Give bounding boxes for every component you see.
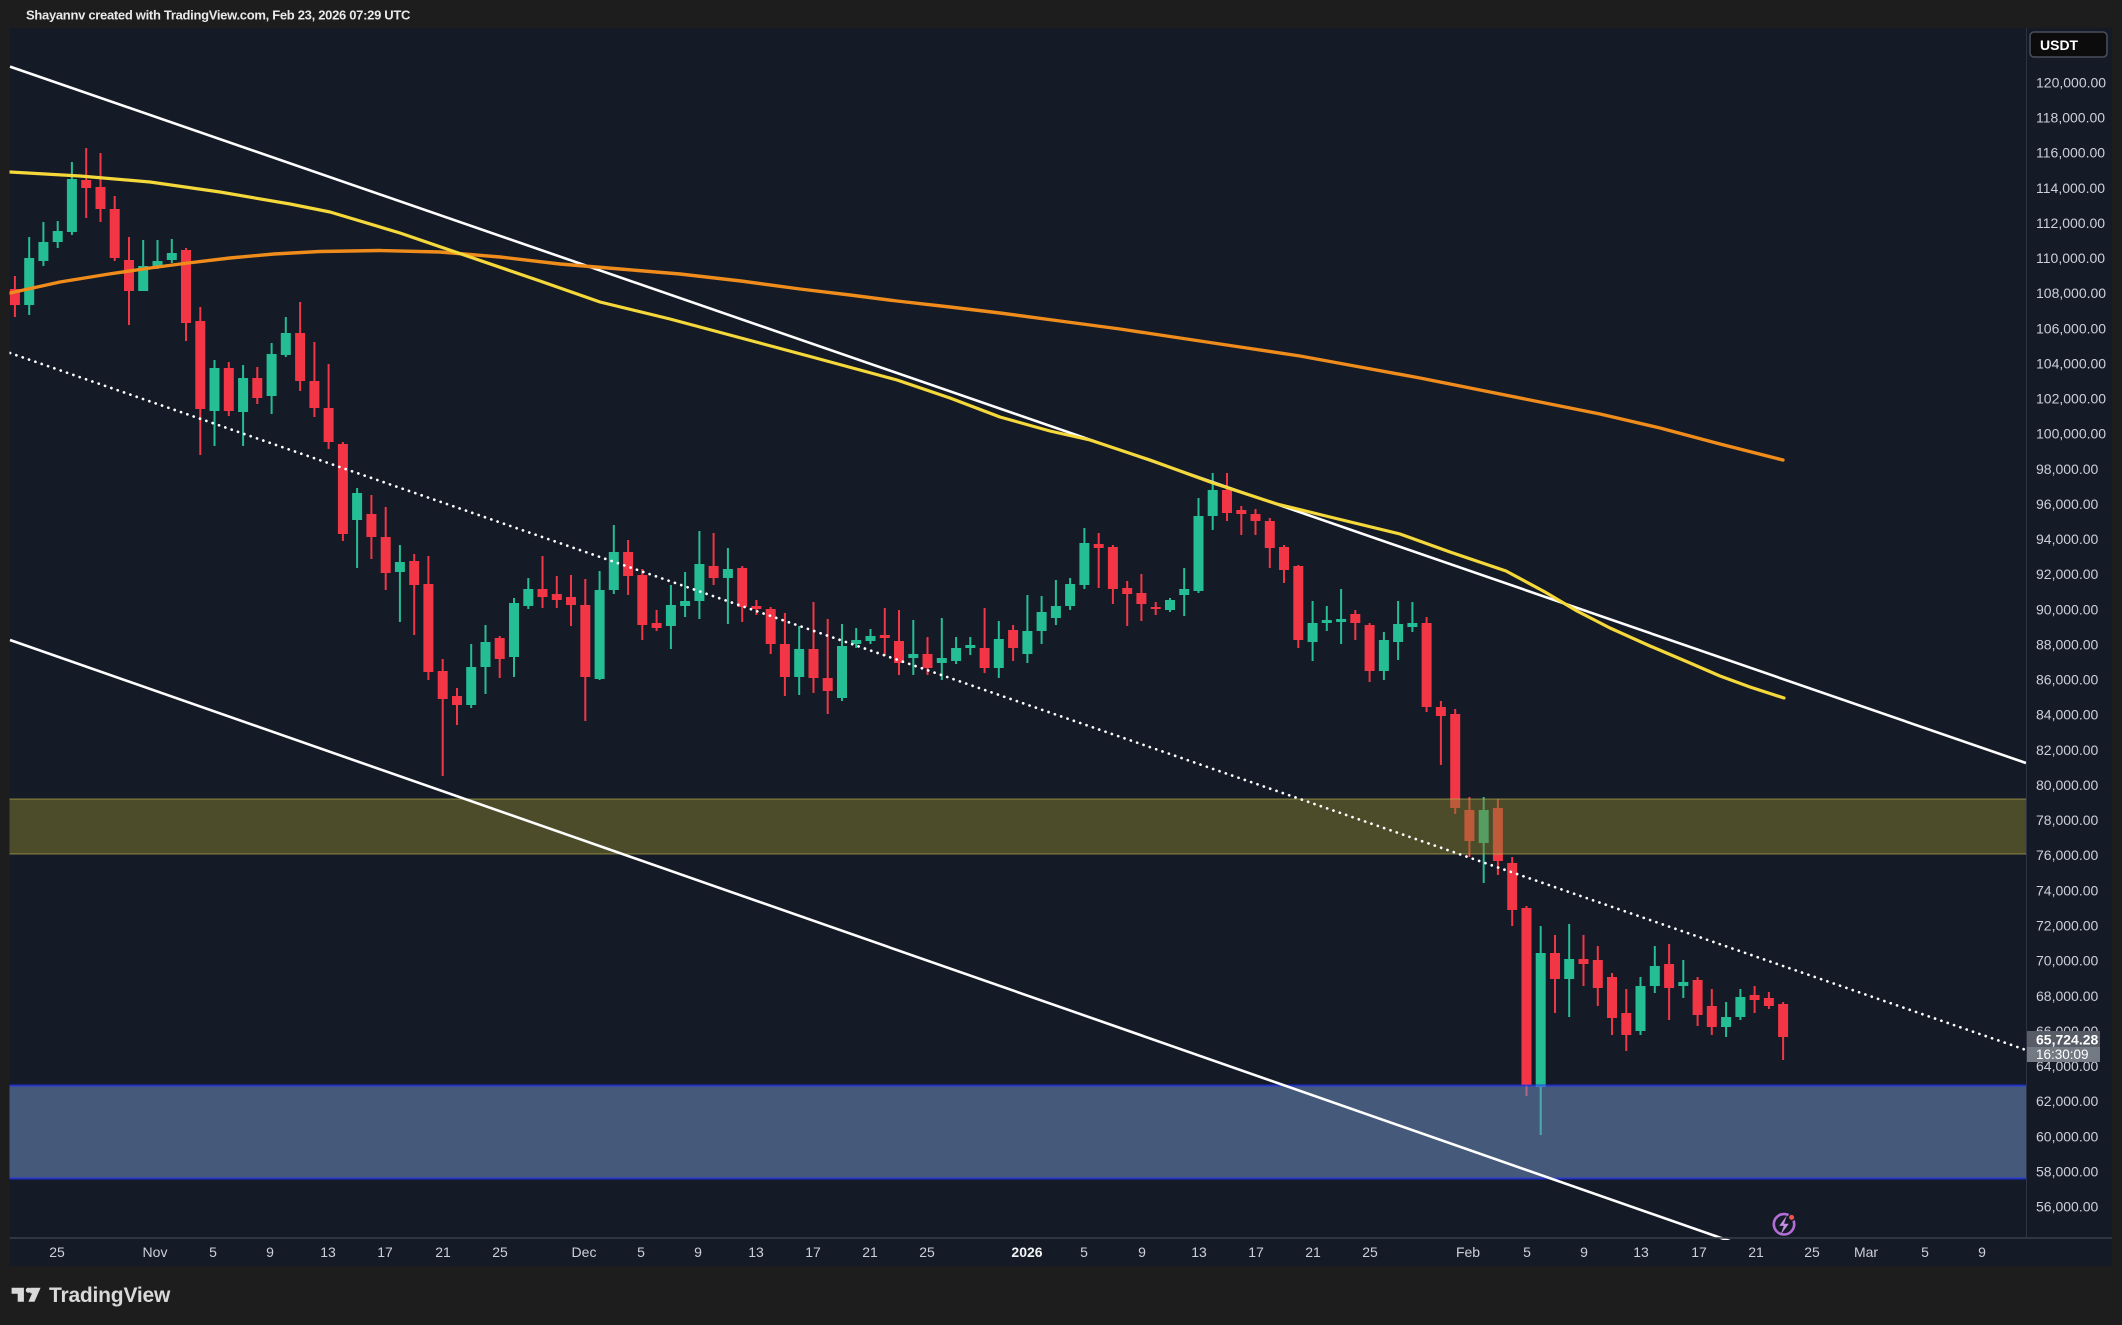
svg-text:21: 21 bbox=[1305, 1244, 1321, 1260]
svg-text:86,000.00: 86,000.00 bbox=[2036, 672, 2098, 688]
svg-text:25: 25 bbox=[492, 1244, 508, 1260]
svg-text:96,000.00: 96,000.00 bbox=[2036, 496, 2098, 512]
svg-text:TradingView: TradingView bbox=[49, 1284, 171, 1307]
svg-text:92,000.00: 92,000.00 bbox=[2036, 566, 2098, 582]
svg-text:Nov: Nov bbox=[143, 1244, 168, 1260]
svg-text:5: 5 bbox=[1921, 1244, 1929, 1260]
svg-text:108,000.00: 108,000.00 bbox=[2036, 285, 2106, 301]
svg-text:100,000.00: 100,000.00 bbox=[2036, 426, 2106, 442]
svg-text:Mar: Mar bbox=[1854, 1244, 1878, 1260]
svg-text:84,000.00: 84,000.00 bbox=[2036, 707, 2098, 723]
svg-text:13: 13 bbox=[1191, 1244, 1207, 1260]
svg-text:68,000.00: 68,000.00 bbox=[2036, 988, 2098, 1004]
svg-text:78,000.00: 78,000.00 bbox=[2036, 812, 2098, 828]
svg-text:58,000.00: 58,000.00 bbox=[2036, 1163, 2098, 1179]
svg-text:94,000.00: 94,000.00 bbox=[2036, 531, 2098, 547]
svg-text:56,000.00: 56,000.00 bbox=[2036, 1199, 2098, 1215]
svg-text:76,000.00: 76,000.00 bbox=[2036, 847, 2098, 863]
svg-text:9: 9 bbox=[1138, 1244, 1146, 1260]
svg-text:Feb: Feb bbox=[1456, 1244, 1480, 1260]
svg-text:21: 21 bbox=[1748, 1244, 1764, 1260]
svg-text:9: 9 bbox=[694, 1244, 702, 1260]
svg-text:2026: 2026 bbox=[1011, 1244, 1042, 1260]
svg-text:Shayannv created with TradingV: Shayannv created with TradingView.com, F… bbox=[26, 8, 411, 23]
svg-text:5: 5 bbox=[637, 1244, 645, 1260]
svg-text:106,000.00: 106,000.00 bbox=[2036, 320, 2106, 336]
svg-text:88,000.00: 88,000.00 bbox=[2036, 637, 2098, 653]
svg-text:25: 25 bbox=[49, 1244, 65, 1260]
svg-text:118,000.00: 118,000.00 bbox=[2036, 110, 2105, 126]
svg-text:21: 21 bbox=[435, 1244, 451, 1260]
svg-text:104,000.00: 104,000.00 bbox=[2036, 355, 2106, 371]
svg-text:65,724.28: 65,724.28 bbox=[2036, 1032, 2098, 1048]
svg-text:16:30:09: 16:30:09 bbox=[2036, 1047, 2089, 1062]
svg-text:90,000.00: 90,000.00 bbox=[2036, 601, 2098, 617]
svg-text:USDT: USDT bbox=[2040, 37, 2079, 53]
svg-text:25: 25 bbox=[1804, 1244, 1820, 1260]
svg-text:17: 17 bbox=[1248, 1244, 1264, 1260]
svg-text:13: 13 bbox=[320, 1244, 336, 1260]
svg-text:5: 5 bbox=[209, 1244, 217, 1260]
svg-text:9: 9 bbox=[266, 1244, 274, 1260]
svg-text:80,000.00: 80,000.00 bbox=[2036, 777, 2098, 793]
svg-text:102,000.00: 102,000.00 bbox=[2036, 391, 2106, 407]
svg-text:5: 5 bbox=[1080, 1244, 1088, 1260]
svg-text:82,000.00: 82,000.00 bbox=[2036, 742, 2098, 758]
svg-text:74,000.00: 74,000.00 bbox=[2036, 882, 2098, 898]
svg-text:70,000.00: 70,000.00 bbox=[2036, 953, 2098, 969]
svg-text:98,000.00: 98,000.00 bbox=[2036, 461, 2098, 477]
svg-text:60,000.00: 60,000.00 bbox=[2036, 1128, 2098, 1144]
svg-text:110,000.00: 110,000.00 bbox=[2036, 250, 2105, 266]
svg-text:62,000.00: 62,000.00 bbox=[2036, 1093, 2098, 1109]
svg-text:5: 5 bbox=[1523, 1244, 1531, 1260]
svg-text:112,000.00: 112,000.00 bbox=[2036, 215, 2105, 231]
svg-text:120,000.00: 120,000.00 bbox=[2036, 74, 2106, 90]
svg-text:25: 25 bbox=[1362, 1244, 1378, 1260]
svg-text:17: 17 bbox=[377, 1244, 393, 1260]
svg-text:9: 9 bbox=[1978, 1244, 1986, 1260]
svg-text:13: 13 bbox=[1633, 1244, 1649, 1260]
svg-text:9: 9 bbox=[1580, 1244, 1588, 1260]
svg-text:116,000.00: 116,000.00 bbox=[2036, 145, 2105, 161]
svg-text:25: 25 bbox=[919, 1244, 935, 1260]
svg-text:114,000.00: 114,000.00 bbox=[2036, 180, 2105, 196]
svg-text:21: 21 bbox=[862, 1244, 878, 1260]
svg-text:72,000.00: 72,000.00 bbox=[2036, 918, 2098, 934]
svg-text:17: 17 bbox=[805, 1244, 821, 1260]
svg-text:13: 13 bbox=[748, 1244, 764, 1260]
svg-text:Dec: Dec bbox=[572, 1244, 597, 1260]
svg-text:17: 17 bbox=[1691, 1244, 1707, 1260]
